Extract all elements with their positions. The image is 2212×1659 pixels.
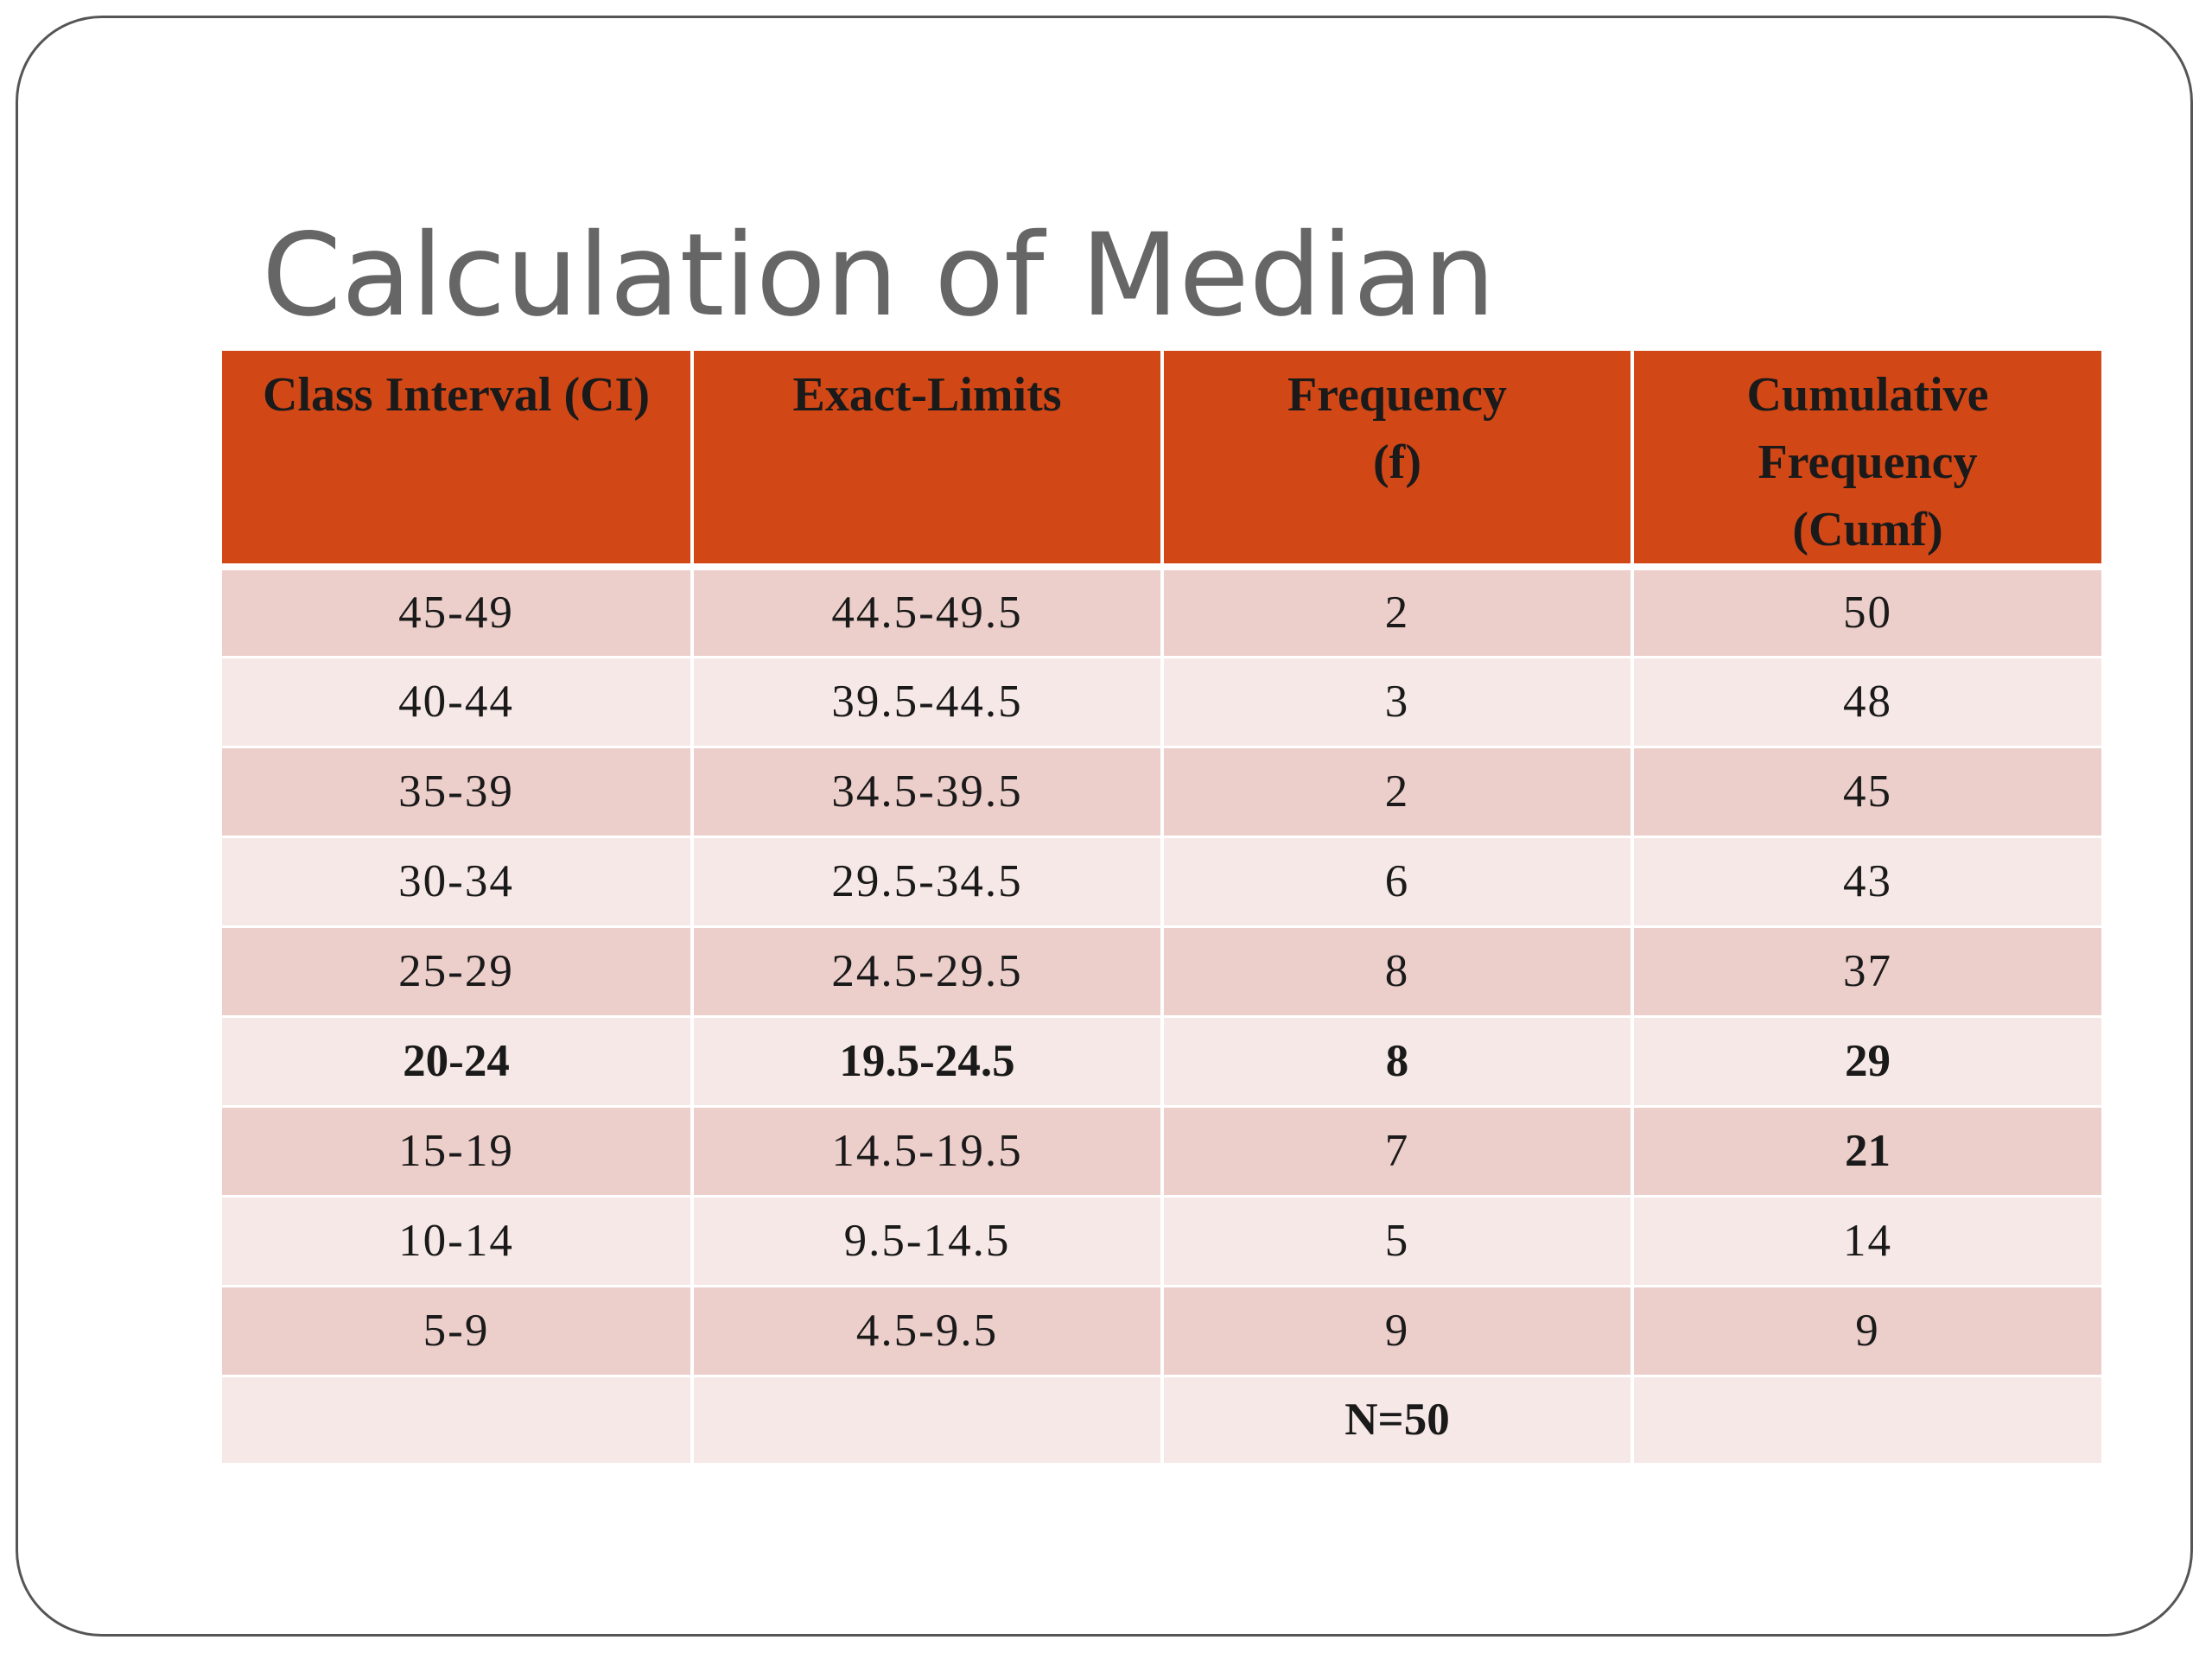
header-class-interval: Class Interval (CI) [222, 351, 694, 567]
slide-title: Calculation of Median [262, 209, 1496, 342]
frequency-table: Class Interval (CI) Exact-Limits Frequen… [222, 351, 2101, 1465]
header-exact-limits: Exact-Limits [692, 351, 1164, 567]
table-row: 45-49 44.5-49.5 2 50 [222, 567, 2101, 657]
cell-cumulative-frequency: 14 [1632, 1196, 2101, 1286]
cell-class-interval [222, 1376, 694, 1464]
cell-frequency: 2 [1162, 747, 1634, 836]
table-header-row: Class Interval (CI) Exact-Limits Frequen… [222, 351, 2101, 567]
cell-exact-limits: 14.5-19.5 [692, 1106, 1164, 1196]
cell-class-interval: 40-44 [222, 657, 694, 747]
cell-class-interval: 30-34 [222, 836, 694, 926]
cell-exact-limits: 34.5-39.5 [692, 747, 1164, 836]
cell-cumulative-frequency: 29 [1632, 1016, 2101, 1106]
cell-exact-limits: 4.5-9.5 [692, 1286, 1164, 1376]
header-cumulative-frequency: Cumulative Frequency (Cumf) [1632, 351, 2101, 567]
cell-class-interval: 5-9 [222, 1286, 694, 1376]
cell-cumulative-frequency: 9 [1632, 1286, 2101, 1376]
cell-exact-limits [692, 1376, 1164, 1464]
table-row: 40-44 39.5-44.5 3 48 [222, 657, 2101, 747]
cell-frequency: 7 [1162, 1106, 1634, 1196]
cell-frequency: 9 [1162, 1286, 1634, 1376]
cell-class-interval: 15-19 [222, 1106, 694, 1196]
cell-cumulative-frequency: 21 [1632, 1106, 2101, 1196]
cell-frequency: 6 [1162, 836, 1634, 926]
cell-cumulative-frequency [1632, 1376, 2101, 1464]
table-row: 15-19 14.5-19.5 7 21 [222, 1106, 2101, 1196]
cell-class-interval: 25-29 [222, 926, 694, 1016]
cell-total-frequency: N=50 [1162, 1376, 1634, 1464]
cell-frequency: 2 [1162, 567, 1634, 657]
cell-exact-limits: 39.5-44.5 [692, 657, 1164, 747]
cell-frequency: 3 [1162, 657, 1634, 747]
cell-class-interval: 10-14 [222, 1196, 694, 1286]
cell-exact-limits: 29.5-34.5 [692, 836, 1164, 926]
table-row: 35-39 34.5-39.5 2 45 [222, 747, 2101, 836]
cell-cumulative-frequency: 48 [1632, 657, 2101, 747]
cell-cumulative-frequency: 37 [1632, 926, 2101, 1016]
cell-exact-limits: 19.5-24.5 [692, 1016, 1164, 1106]
cell-class-interval: 35-39 [222, 747, 694, 836]
table-row: 5-9 4.5-9.5 9 9 [222, 1286, 2101, 1376]
cell-frequency: 5 [1162, 1196, 1634, 1286]
cell-cumulative-frequency: 43 [1632, 836, 2101, 926]
table-row: 25-29 24.5-29.5 8 37 [222, 926, 2101, 1016]
cell-class-interval: 20-24 [222, 1016, 694, 1106]
cell-exact-limits: 24.5-29.5 [692, 926, 1164, 1016]
cell-cumulative-frequency: 50 [1632, 567, 2101, 657]
total-row: N=50 [222, 1376, 2101, 1464]
cell-frequency: 8 [1162, 1016, 1634, 1106]
cell-class-interval: 45-49 [222, 567, 694, 657]
cell-frequency: 8 [1162, 926, 1634, 1016]
cell-cumulative-frequency: 45 [1632, 747, 2101, 836]
cell-exact-limits: 9.5-14.5 [692, 1196, 1164, 1286]
table-row: 30-34 29.5-34.5 6 43 [222, 836, 2101, 926]
header-frequency: Frequency (f) [1162, 351, 1634, 567]
table-row: 10-14 9.5-14.5 5 14 [222, 1196, 2101, 1286]
median-class-row: 20-24 19.5-24.5 8 29 [222, 1016, 2101, 1106]
cell-exact-limits: 44.5-49.5 [692, 567, 1164, 657]
